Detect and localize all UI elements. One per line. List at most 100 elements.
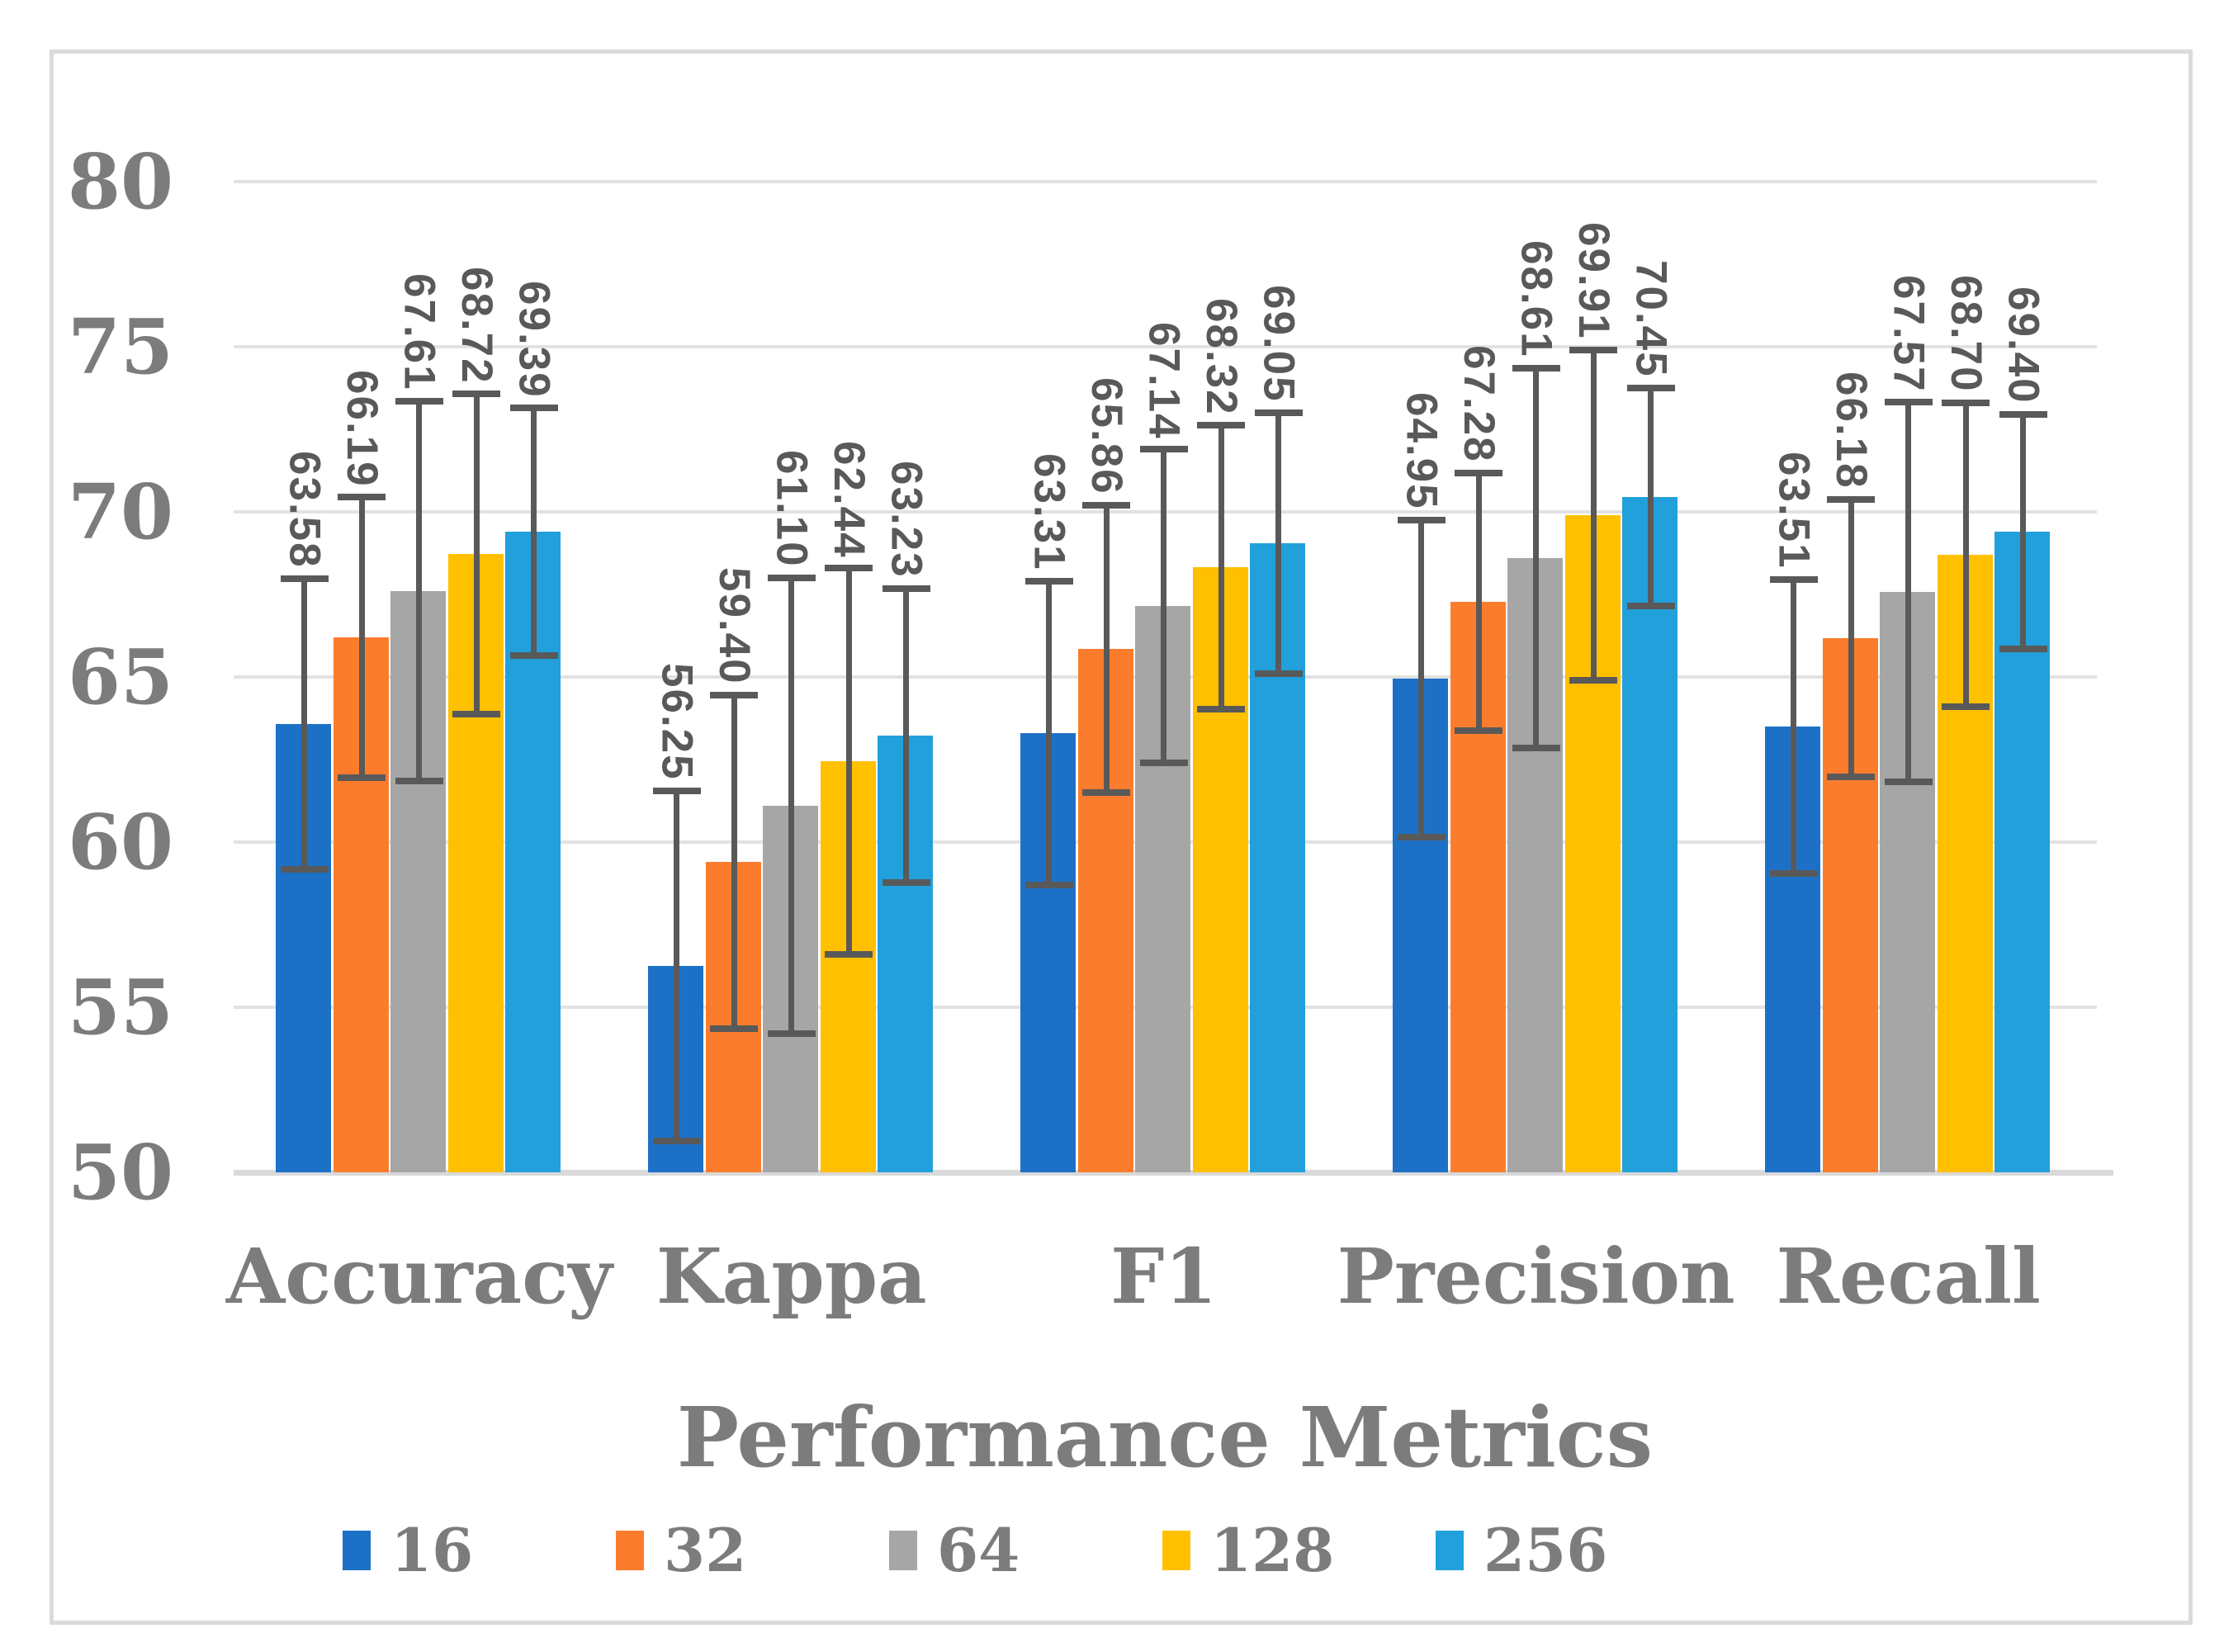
error-bar-cap-top <box>1254 409 1303 416</box>
category-label-f1: F1 <box>1110 1232 1218 1321</box>
error-bar <box>2020 414 2027 649</box>
error-bar-cap-top <box>280 575 329 582</box>
error-bar-cap-top <box>1397 517 1446 523</box>
error-bar-cap-bottom <box>1512 744 1560 751</box>
y-tick-label: 70 <box>67 467 173 556</box>
error-bar <box>1791 579 1797 873</box>
legend-label: 128 <box>1210 1515 1335 1585</box>
error-bar-cap-bottom <box>1569 676 1618 684</box>
bar-precision-256 <box>1622 497 1677 1172</box>
category-label-precision: Precision <box>1337 1232 1735 1321</box>
error-bar-cap-bottom <box>1139 760 1188 767</box>
legend-swatch-icon <box>1436 1531 1464 1570</box>
error-bar <box>674 791 680 1141</box>
error-bar <box>1275 413 1282 674</box>
error-bar-cap-bottom <box>509 652 558 660</box>
error-bar-cap-bottom <box>1999 646 2047 652</box>
data-label: 69.91 <box>1569 221 1618 340</box>
error-bar <box>1590 349 1597 680</box>
error-bar <box>1046 580 1053 885</box>
error-bar-cap-top <box>452 391 501 398</box>
error-bar-cap-bottom <box>280 865 329 873</box>
error-bar-cap-bottom <box>1197 706 1246 713</box>
data-label: 63.31 <box>1024 452 1074 571</box>
error-bar-cap-top <box>1999 411 2047 418</box>
legend-label: 64 <box>937 1515 1020 1585</box>
error-bar <box>1533 367 1540 748</box>
data-label: 68.61 <box>1512 239 1561 358</box>
error-bar-cap-top <box>338 494 386 501</box>
y-tick-label: 60 <box>67 798 173 887</box>
data-label: 67.61 <box>395 272 444 391</box>
legend-item-64: 64 <box>889 1515 1020 1585</box>
data-label: 68.32 <box>1196 297 1246 416</box>
error-bar-cap-top <box>1942 400 1990 406</box>
data-label: 64.95 <box>1397 392 1446 510</box>
y-tick-label: 65 <box>67 632 173 722</box>
legend-swatch-icon <box>1162 1531 1190 1570</box>
error-bar-cap-top <box>882 585 930 592</box>
legend-item-16: 16 <box>343 1521 473 1580</box>
error-bar-cap-top <box>1082 501 1131 509</box>
data-label: 61.10 <box>767 450 816 568</box>
error-bar <box>903 588 910 883</box>
legend-swatch-icon <box>343 1531 371 1570</box>
gridline <box>234 180 2097 183</box>
x-axis-line <box>234 1170 2113 1176</box>
data-label: 69.40 <box>1999 286 2048 405</box>
category-label-recall: Recall <box>1776 1232 2042 1321</box>
data-label: 63.51 <box>1769 451 1819 570</box>
error-bar-cap-bottom <box>652 1138 701 1144</box>
error-bar-cap-top <box>1512 364 1560 372</box>
y-tick-label: 80 <box>67 137 173 226</box>
error-bar <box>1161 449 1167 764</box>
data-label: 66.19 <box>337 369 386 488</box>
data-label: 65.86 <box>1081 376 1131 495</box>
error-bar-cap-top <box>1626 385 1675 391</box>
error-bar-cap-bottom <box>1884 779 1933 786</box>
data-label: 59.40 <box>709 567 759 685</box>
error-bar-cap-bottom <box>1942 703 1990 710</box>
data-label: 63.58 <box>280 451 329 569</box>
error-bar-cap-bottom <box>1626 603 1675 609</box>
data-label: 70.45 <box>1626 260 1676 378</box>
gridline <box>234 345 2097 348</box>
legend-swatch-icon <box>889 1531 917 1570</box>
data-label: 67.28 <box>1454 345 1503 463</box>
error-bar-cap-bottom <box>1397 834 1446 840</box>
y-tick-label: 50 <box>67 1128 173 1217</box>
error-bar-cap-bottom <box>1254 670 1303 677</box>
data-label: 68.72 <box>452 266 501 385</box>
error-bar-cap-bottom <box>452 711 501 718</box>
error-bar-cap-bottom <box>882 878 930 886</box>
error-bar <box>1848 499 1854 777</box>
error-bar-cap-top <box>652 788 701 794</box>
x-axis-title: Performance Metrics <box>676 1389 1654 1486</box>
error-bar-cap-top <box>1139 446 1188 453</box>
error-bar-cap-top <box>1024 577 1073 585</box>
error-bar <box>1475 472 1482 731</box>
error-bar-cap-bottom <box>1769 869 1818 877</box>
legend-label: 256 <box>1483 1515 1608 1585</box>
data-label: 66.18 <box>1826 372 1876 490</box>
error-bar-cap-bottom <box>1082 788 1131 796</box>
error-bar <box>301 578 308 869</box>
error-bar-cap-bottom <box>395 777 443 784</box>
error-bar <box>358 497 365 779</box>
error-bar <box>1418 520 1425 837</box>
data-label: 62.44 <box>824 440 873 559</box>
error-bar-cap-bottom <box>1024 881 1073 888</box>
error-bar <box>416 400 423 781</box>
error-bar-cap-top <box>825 565 873 572</box>
error-bar-cap-bottom <box>338 774 386 782</box>
legend-item-32: 32 <box>616 1521 746 1580</box>
y-tick-label: 75 <box>67 302 173 391</box>
error-bar-cap-top <box>1769 575 1818 583</box>
data-label: 69.05 <box>1254 285 1304 403</box>
error-bar-cap-top <box>1197 422 1246 429</box>
error-bar-cap-top <box>1569 346 1618 353</box>
data-label: 67.14 <box>1139 321 1189 440</box>
error-bar <box>531 408 537 656</box>
error-bar <box>845 568 852 955</box>
error-bar-cap-top <box>1827 495 1876 503</box>
